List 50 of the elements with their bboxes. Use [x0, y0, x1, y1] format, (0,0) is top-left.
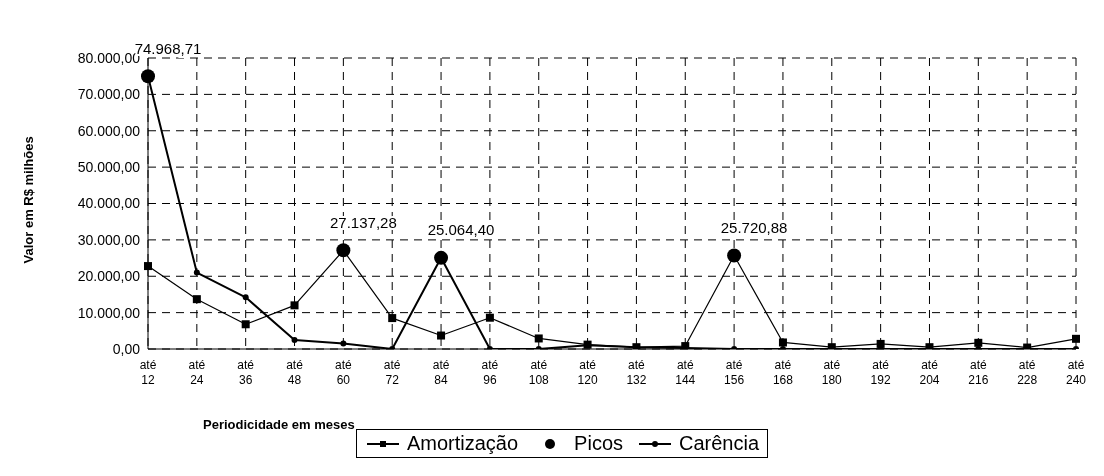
- y-tick-label: 40.000,00: [77, 195, 141, 212]
- point: [340, 340, 347, 347]
- x-tick-label: até 48: [286, 358, 304, 387]
- point: [241, 320, 250, 329]
- point: [192, 295, 201, 304]
- x-tick-label: até 204: [919, 358, 940, 387]
- x-tick-label: até 96: [481, 358, 499, 387]
- x-axis-title: Periodicidade em meses: [203, 417, 355, 432]
- x-tick-label: até 156: [724, 358, 745, 387]
- data-label: 25.720,88: [720, 218, 788, 236]
- y-tick-label: 20.000,00: [77, 268, 141, 285]
- x-tick-label: até 12: [139, 358, 157, 387]
- x-tick-label: até 144: [675, 358, 696, 387]
- point: [485, 313, 494, 322]
- x-tick-label: até 216: [968, 358, 989, 387]
- x-tick-label: até 240: [1065, 358, 1087, 387]
- y-tick-label: 70.000,00: [77, 86, 141, 103]
- x-tick-label: até 24: [188, 358, 206, 387]
- x-tick-label: até 192: [870, 358, 891, 387]
- point: [1072, 334, 1080, 343]
- point: [290, 301, 299, 310]
- point: [437, 331, 446, 340]
- legend-label: Amortização: [405, 432, 519, 455]
- x-tick-label: até 168: [772, 358, 794, 387]
- point: [388, 314, 397, 323]
- legend-label: Carência: [678, 432, 760, 455]
- y-tick-label: 60.000,00: [77, 122, 141, 139]
- y-tick-label: 10.000,00: [77, 304, 141, 321]
- point: [974, 338, 983, 347]
- x-tick-label: até 108: [528, 358, 550, 387]
- y-tick-label: 30.000,00: [77, 231, 141, 248]
- x-tick-label: até 84: [432, 358, 450, 387]
- point: [144, 262, 152, 271]
- x-tick-label: até 60: [335, 358, 353, 387]
- y-tick-label: 0,00: [112, 340, 141, 357]
- x-tick-label: até 228: [1017, 358, 1038, 387]
- point: [534, 334, 543, 343]
- x-tick-label: até 180: [821, 358, 843, 387]
- x-tick-label: até 120: [577, 358, 598, 387]
- point: [193, 269, 200, 276]
- x-tick-label: até 132: [626, 358, 647, 387]
- x-tick-label: até 72: [383, 358, 401, 387]
- y-tick-label: 50.000,00: [77, 159, 141, 176]
- point: [291, 336, 298, 343]
- y-axis-title: Valor em R$ milhões: [20, 136, 36, 264]
- legend-label: Picos: [573, 432, 623, 455]
- point: [778, 338, 787, 347]
- x-tick-label: até 36: [237, 358, 255, 387]
- data-label: 27.137,28: [330, 213, 397, 231]
- point: [242, 294, 249, 301]
